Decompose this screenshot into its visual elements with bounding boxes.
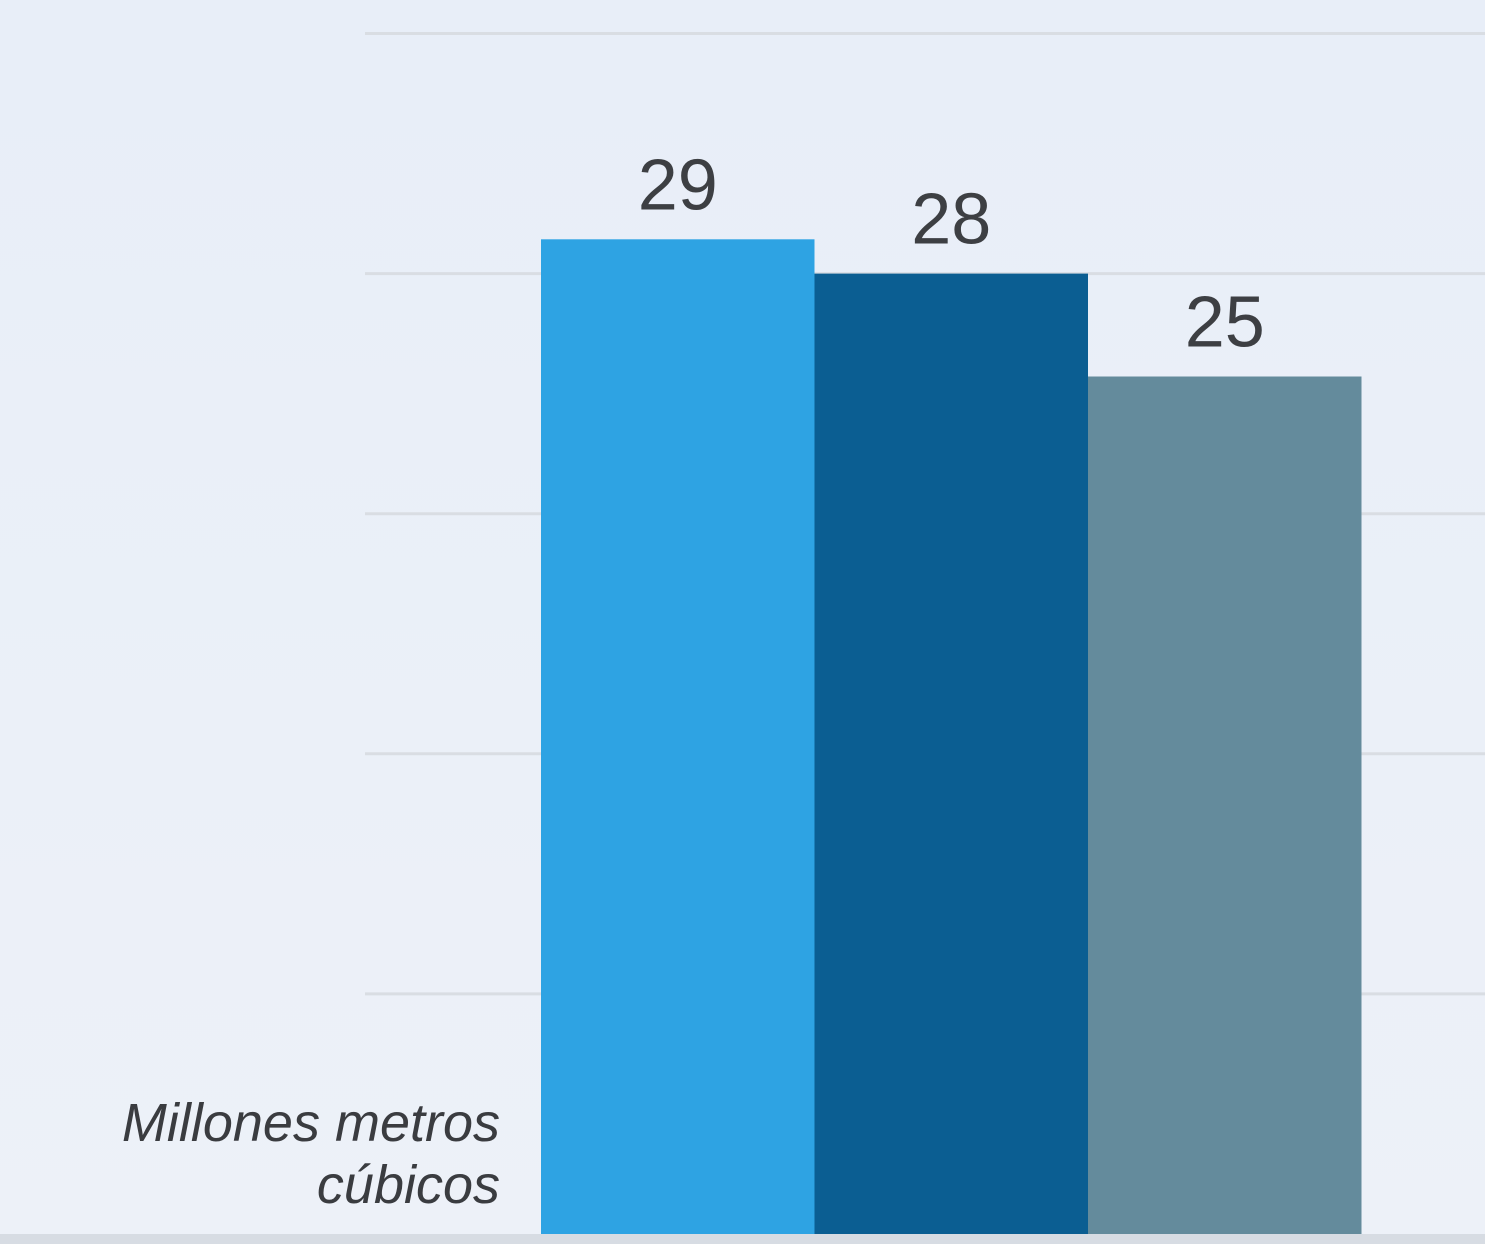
bars — [541, 239, 1362, 1235]
y-axis-unit-label: Millones metros cúbicos — [121, 1093, 500, 1215]
bar-2 — [814, 273, 1088, 1235]
bar-value-label-1: 29 — [638, 145, 718, 225]
x-axis-baseline — [0, 1234, 1485, 1244]
bar-value-label-3: 25 — [1185, 283, 1265, 363]
value-labels: 29 28 25 — [638, 145, 1265, 362]
bar-3 — [1088, 376, 1362, 1234]
bar-value-label-2: 28 — [911, 180, 991, 260]
bar-1 — [541, 239, 815, 1235]
